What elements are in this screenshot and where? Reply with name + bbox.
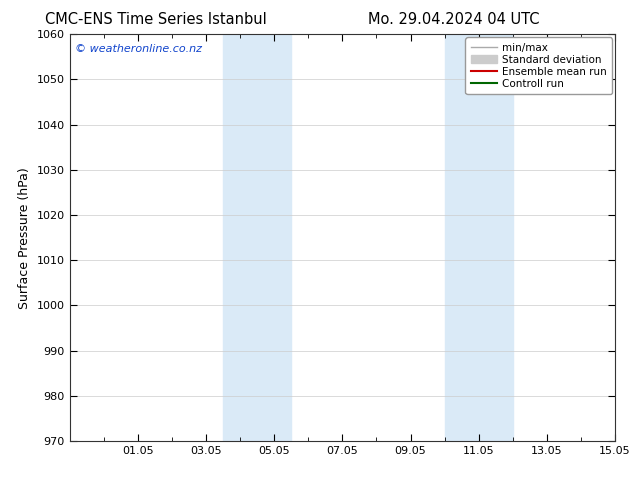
Y-axis label: Surface Pressure (hPa): Surface Pressure (hPa) — [18, 167, 31, 309]
Text: CMC-ENS Time Series Istanbul: CMC-ENS Time Series Istanbul — [44, 12, 266, 27]
Legend: min/max, Standard deviation, Ensemble mean run, Controll run: min/max, Standard deviation, Ensemble me… — [465, 37, 612, 94]
Text: © weatheronline.co.nz: © weatheronline.co.nz — [75, 45, 202, 54]
Bar — [223, 34, 291, 441]
Bar — [444, 34, 513, 441]
Text: Mo. 29.04.2024 04 UTC: Mo. 29.04.2024 04 UTC — [368, 12, 540, 27]
